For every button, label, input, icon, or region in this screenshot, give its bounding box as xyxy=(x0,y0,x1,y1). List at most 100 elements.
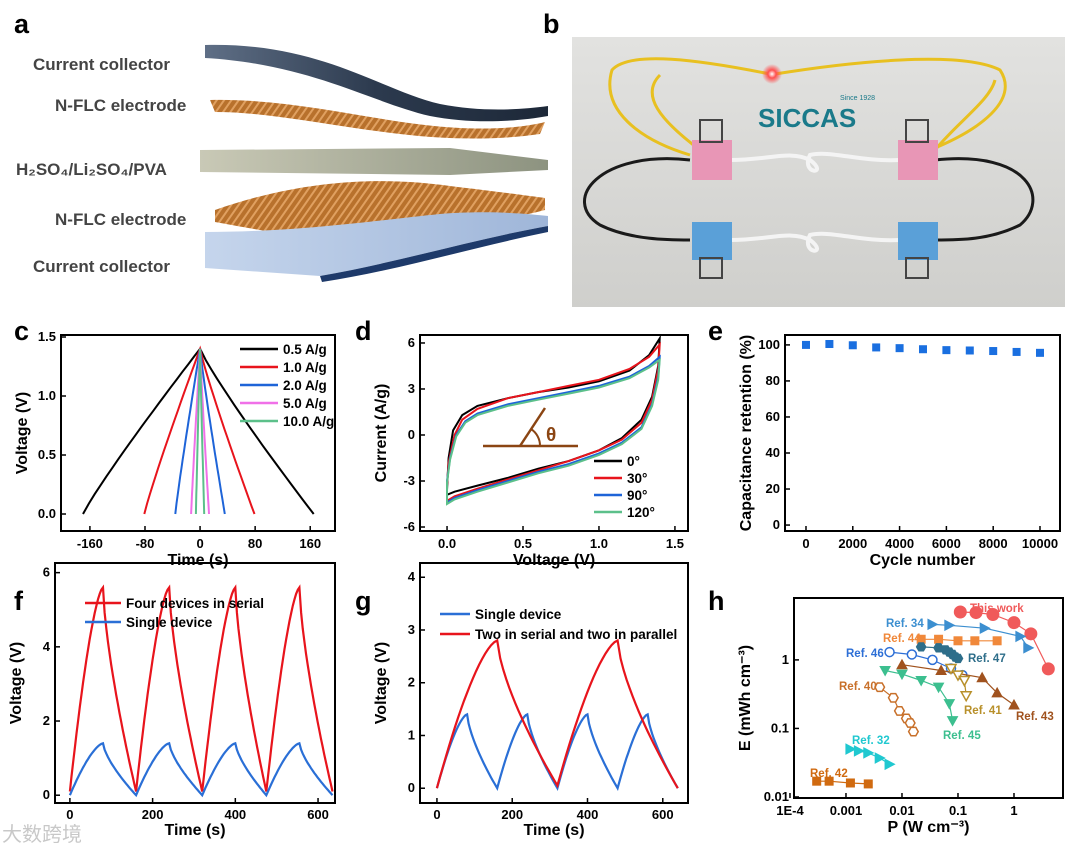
series-layer xyxy=(446,334,661,506)
retention-point xyxy=(1035,348,1044,357)
x-tick-label: 400 xyxy=(577,807,599,822)
x-tick-label: -160 xyxy=(77,536,103,551)
x-axis-label: Time (s) xyxy=(164,822,225,839)
y-axis-label: E (mWh cm⁻³) xyxy=(737,645,754,751)
data-point xyxy=(959,690,973,703)
data-point xyxy=(934,634,944,644)
y-tick-label: 0 xyxy=(408,427,415,442)
x-tick-label: -80 xyxy=(136,536,155,551)
y-tick-label: 100 xyxy=(758,337,780,352)
data-point xyxy=(874,682,886,693)
voltage-curve xyxy=(435,712,679,792)
x-tick-label: 600 xyxy=(307,807,329,822)
top-electrode-layer xyxy=(210,99,545,139)
y-axis-label: Voltage (V) xyxy=(14,392,31,474)
data-point xyxy=(979,622,991,635)
series-label: Ref. 34 xyxy=(886,618,924,630)
x-tick-label: 6000 xyxy=(932,536,961,551)
data-point xyxy=(976,671,988,683)
data-point xyxy=(884,758,896,771)
x-tick-label: 600 xyxy=(652,807,674,822)
panel-label-b: b xyxy=(543,9,560,39)
x-tick-label: 1.5 xyxy=(666,536,684,551)
blue-clip-left xyxy=(692,222,732,279)
panel-label-f: f xyxy=(14,586,24,616)
retention-point xyxy=(848,341,857,350)
black-wires xyxy=(583,157,1035,242)
x-axis-label: Cycle number xyxy=(870,552,976,569)
x-axis-label: Time (s) xyxy=(523,822,584,839)
retention-point xyxy=(872,343,881,352)
data-point xyxy=(944,663,958,676)
data-point xyxy=(915,676,928,687)
retention-point xyxy=(942,346,951,355)
data-point xyxy=(991,686,1003,698)
layer-label-bottom-electrode: N-FLC electrode xyxy=(55,210,186,229)
data-point xyxy=(824,776,834,786)
panel-h: h This work Ref. 34 Ref. 44 Ref. 47 Ref. 46 Re… xyxy=(708,586,1064,836)
y-tick-label: 0.1 xyxy=(771,720,789,735)
x-tick-label: 200 xyxy=(501,807,523,822)
data-point xyxy=(863,779,873,789)
data-point xyxy=(874,752,886,764)
plot-frame xyxy=(793,597,1064,799)
x-tick-label: 0 xyxy=(196,536,203,551)
layer-label-top-electrode: N-FLC electrode xyxy=(55,96,186,115)
bottom-current-collector xyxy=(205,212,548,276)
retention-point xyxy=(801,340,810,349)
y-axis-label: Capacitance retention (%) xyxy=(738,335,755,531)
led-glow xyxy=(762,64,782,84)
retention-point xyxy=(825,340,834,349)
y-tick-label: 60 xyxy=(766,409,780,424)
panel-label-d: d xyxy=(355,316,372,346)
x-tick-label: 4000 xyxy=(885,536,914,551)
y-tick-label: 1 xyxy=(408,727,415,742)
y-axis-label: Current (A/g) xyxy=(373,384,390,483)
legend-label: Four devices in serial xyxy=(126,596,264,611)
series-layer xyxy=(82,345,315,515)
x-tick-label: 10000 xyxy=(1022,536,1058,551)
legend-label: 2.0 A/g xyxy=(283,378,327,393)
series-layer xyxy=(801,340,1044,357)
legend-label: 120° xyxy=(627,505,655,520)
y-tick-label: -6 xyxy=(403,519,415,534)
series-label: This work xyxy=(970,603,1024,615)
pink-clip-left xyxy=(692,119,732,180)
y-tick-label: 3 xyxy=(408,622,415,637)
plot-frame xyxy=(419,334,689,532)
layer-label-electrolyte: H₂SO₄/Li₂SO₄/PVA xyxy=(16,160,167,179)
panel-label-h: h xyxy=(708,586,725,616)
legend-label: 10.0 A/g xyxy=(283,414,334,429)
x-tick-label: 8000 xyxy=(979,536,1008,551)
legend-label: Single device xyxy=(126,615,213,630)
data-point xyxy=(853,745,865,757)
panel-label-c: c xyxy=(14,316,29,346)
voltage-curve xyxy=(68,741,334,798)
y-tick-label: 6 xyxy=(408,335,415,350)
data-point xyxy=(893,706,906,716)
pink-clip-right xyxy=(898,119,938,180)
angle-arm xyxy=(518,407,547,447)
data-point xyxy=(970,636,980,646)
y-tick-label: 2 xyxy=(408,675,415,690)
y-tick-label: 4 xyxy=(43,639,51,654)
data-point xyxy=(845,778,855,788)
data-point xyxy=(915,642,927,652)
plot-frame xyxy=(419,562,689,804)
series-label: Ref. 47 xyxy=(968,653,1006,665)
x-tick-label: 0.0 xyxy=(438,536,456,551)
x-tick-label: 0 xyxy=(433,807,440,822)
y-tick-label: 2 xyxy=(43,713,50,728)
retention-point xyxy=(965,346,974,355)
panel-label-g: g xyxy=(355,586,372,616)
legend-label: 1.0 A/g xyxy=(283,360,327,375)
series-layer xyxy=(812,605,1055,789)
voltage-curve xyxy=(68,584,334,792)
y-tick-label: 0 xyxy=(43,787,50,802)
y-tick-label: 3 xyxy=(408,381,415,396)
panel-label-a: a xyxy=(14,9,30,39)
data-point xyxy=(845,743,857,755)
bottom-collector-edge xyxy=(320,226,548,282)
x-tick-label: 0.001 xyxy=(830,803,863,818)
